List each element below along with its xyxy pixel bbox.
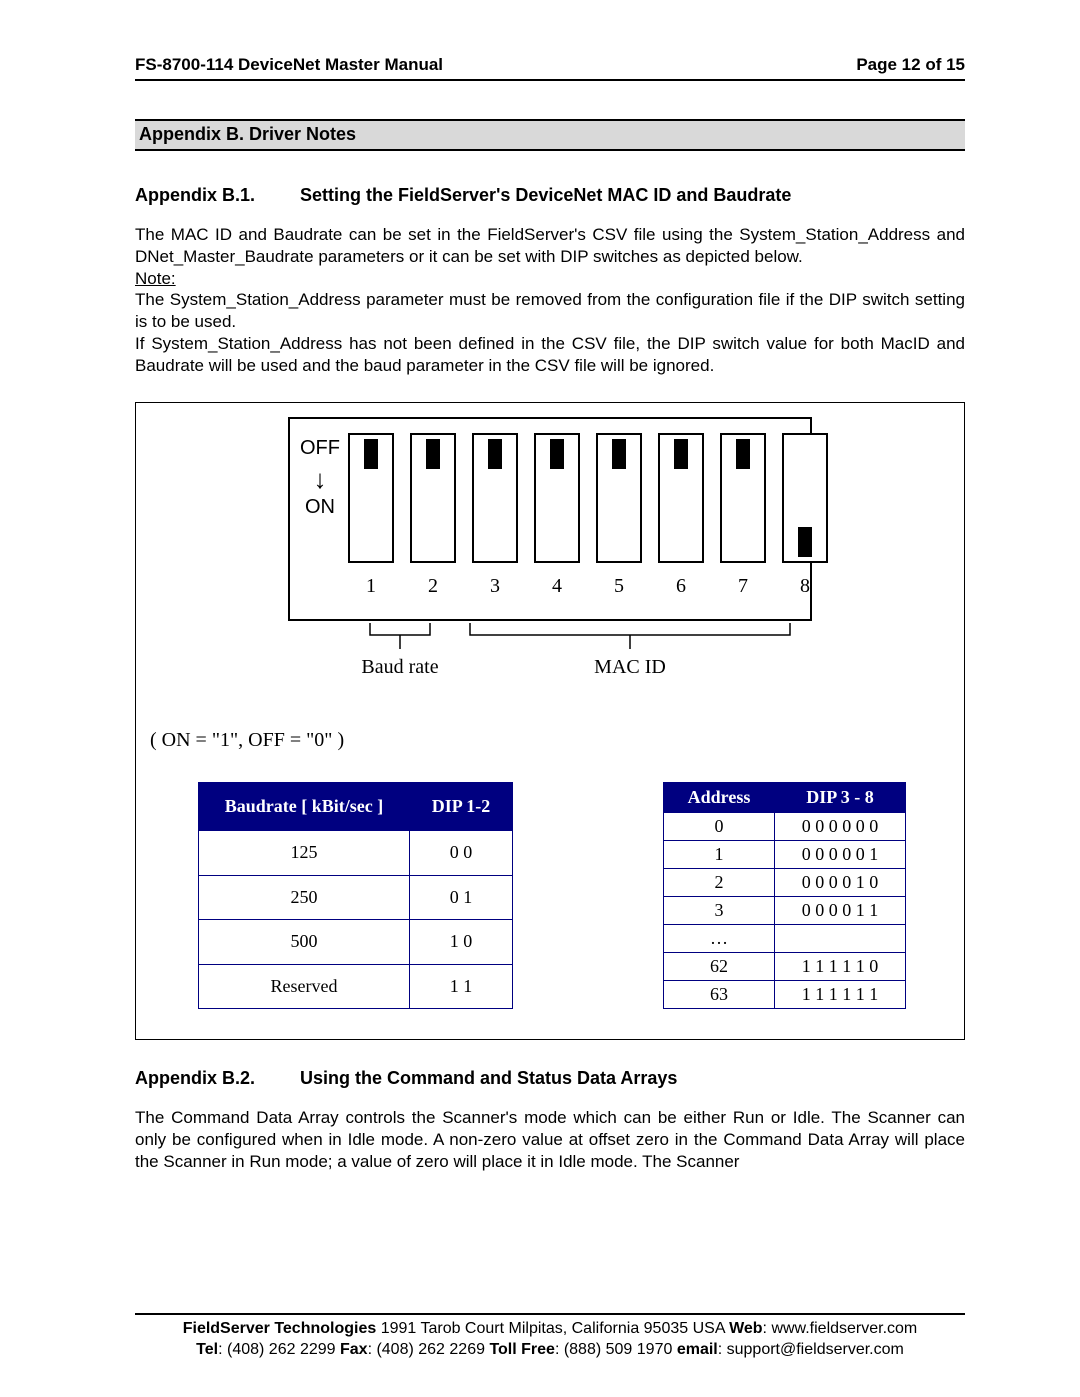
table-row: 621 1 1 1 1 0 [664,953,906,981]
table-row: Reserved1 1 [199,964,513,1009]
dip-switch-1 [348,433,394,563]
b1-para3: If System_Station_Address has not been d… [135,333,965,377]
b1-para2: The System_Station_Address parameter mus… [135,289,965,333]
on-off-equation: ( ON = "1", OFF = "0" ) [150,729,956,752]
dip-switch-4 [534,433,580,563]
table-cell: 2 [664,869,775,897]
table-cell: 0 0 0 0 1 0 [775,869,906,897]
table-header: Address [664,783,775,813]
table-cell: 62 [664,953,775,981]
table-cell: 0 1 [410,875,513,920]
bracket-svg: Baud rate MAC ID [290,621,810,701]
table-cell: 0 0 0 0 0 1 [775,841,906,869]
heading-b1-num: Appendix B.1. [135,185,295,206]
dip-switch-number: 5 [596,575,642,598]
baud-rate-label: Baud rate [361,656,438,678]
dip-switch-nub [488,439,502,469]
dip-switch-2 [410,433,456,563]
dip-switch-nub [612,439,626,469]
dip-switch-nub [674,439,688,469]
table-cell: 1 [664,841,775,869]
table-row: 20 0 0 0 1 0 [664,869,906,897]
down-arrow-icon: ↓ [300,466,340,492]
dip-switch-number: 7 [720,575,766,598]
page-header: FS-8700-114 DeviceNet Master Manual Page… [135,55,965,81]
footer-line2: Tel: (408) 262 2299 Fax: (408) 262 2269 … [135,1340,965,1361]
switch-number-row: 12345678 [348,575,828,598]
dip-switch-number: 6 [658,575,704,598]
dip-switch-number: 2 [410,575,456,598]
dip-switch-nub [426,439,440,469]
table-cell: 250 [199,875,410,920]
table-row: … [664,925,906,953]
switch-row [348,433,828,563]
table-cell: 1 1 [410,964,513,1009]
header-right: Page 12 of 15 [856,55,965,75]
table-row: 1250 0 [199,830,513,875]
baudrate-table: Baudrate [ kBit/sec ]DIP 1-21250 02500 1… [198,782,513,1009]
dip-switch-number: 3 [472,575,518,598]
table-cell: 1 1 1 1 1 1 [775,981,906,1009]
appendix-b-bar: Appendix B. Driver Notes [135,119,965,151]
table-cell: 125 [199,830,410,875]
dip-switch-nub [364,439,378,469]
heading-b2-num: Appendix B.2. [135,1068,295,1089]
b1-para1: The MAC ID and Baudrate can be set in th… [135,224,965,268]
table-cell: 3 [664,897,775,925]
table-cell [775,925,906,953]
address-table: AddressDIP 3 - 800 0 0 0 0 010 0 0 0 0 1… [663,782,906,1009]
table-cell: 0 [664,813,775,841]
table-row: 631 1 1 1 1 1 [664,981,906,1009]
table-cell: 500 [199,920,410,965]
footer-company: FieldServer Technologies [183,1320,377,1337]
page-footer: FieldServer Technologies 1991 Tarob Cour… [135,1313,965,1361]
table-cell: 1 0 [410,920,513,965]
off-label: OFF [300,437,340,460]
table-cell: 0 0 [410,830,513,875]
table-cell: … [664,925,775,953]
footer-line1: FieldServer Technologies 1991 Tarob Cour… [135,1319,965,1340]
table-row: 5001 0 [199,920,513,965]
mac-id-label: MAC ID [594,656,666,678]
table-header: DIP 3 - 8 [775,783,906,813]
dip-switch-3 [472,433,518,563]
dip-switch-number: 4 [534,575,580,598]
dip-switch-5 [596,433,642,563]
b1-body: The MAC ID and Baudrate can be set in th… [135,224,965,376]
table-row: 2500 1 [199,875,513,920]
table-cell: 1 1 1 1 1 0 [775,953,906,981]
heading-b2-title: Using the Command and Status Data Arrays [300,1068,677,1088]
table-header: Baudrate [ kBit/sec ] [199,783,410,831]
dip-switch-6 [658,433,704,563]
dip-switch-panel: OFF ↓ ON 12345678 [288,417,812,621]
dip-switch-8 [782,433,828,563]
heading-b2: Appendix B.2. Using the Command and Stat… [135,1068,965,1089]
dip-switch-number: 8 [782,575,828,598]
dip-switch-7 [720,433,766,563]
dip-switch-number: 1 [348,575,394,598]
dip-switch-nub [550,439,564,469]
page: FS-8700-114 DeviceNet Master Manual Page… [0,0,1080,1397]
heading-b1: Appendix B.1. Setting the FieldServer's … [135,185,965,206]
table-row: 10 0 0 0 0 1 [664,841,906,869]
table-cell: Reserved [199,964,410,1009]
b1-note-label: Note: [135,269,176,288]
tables-row: Baudrate [ kBit/sec ]DIP 1-21250 02500 1… [144,782,956,1009]
table-header: DIP 1-2 [410,783,513,831]
table-cell: 63 [664,981,775,1009]
heading-b1-title: Setting the FieldServer's DeviceNet MAC … [300,185,791,205]
table-row: 00 0 0 0 0 0 [664,813,906,841]
table-cell: 0 0 0 0 1 1 [775,897,906,925]
table-cell: 0 0 0 0 0 0 [775,813,906,841]
header-left: FS-8700-114 DeviceNet Master Manual [135,55,443,75]
b2-para: The Command Data Array controls the Scan… [135,1107,965,1172]
off-on-legend: OFF ↓ ON [300,437,340,519]
dip-figure: OFF ↓ ON 12345678 Baud rate MAC ID ( ON … [135,402,965,1040]
table-row: 30 0 0 0 1 1 [664,897,906,925]
on-label: ON [300,496,340,519]
dip-switch-nub [798,527,812,557]
dip-switch-nub [736,439,750,469]
